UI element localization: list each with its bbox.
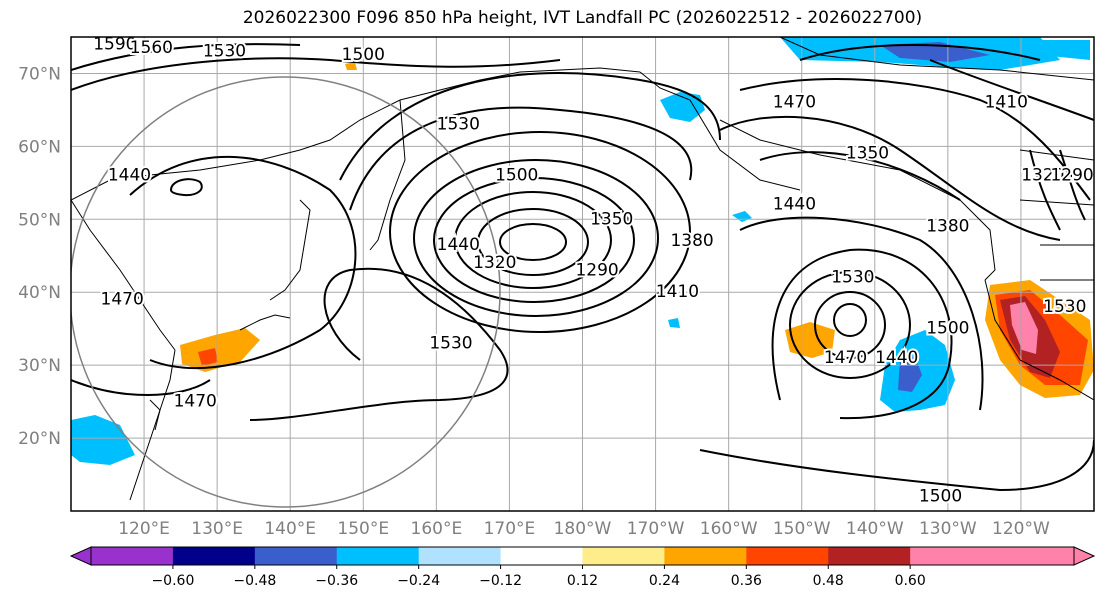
contour-label: 1470 <box>773 93 816 113</box>
colorbar-tick-label: −0.48 <box>233 573 276 589</box>
contour-label: 1290 <box>1050 166 1093 186</box>
contour-label: 1410 <box>985 93 1028 113</box>
contour-label: 1410 <box>656 282 699 302</box>
lon-axis: 120°E 130°E 140°E 150°E 160°E 170°E 180°W 170°W… <box>118 519 1050 539</box>
contour-label: 1530 <box>437 115 480 135</box>
contour-label: 1470 <box>174 392 217 412</box>
lon-tick-label: 120°E <box>118 519 170 539</box>
contour-label: 1440 <box>875 348 918 368</box>
colorbar-tick-label: −0.36 <box>315 573 358 589</box>
colorbar-bin <box>91 547 174 565</box>
contour-label: 1320 <box>1021 166 1064 186</box>
contour-label: 1440 <box>773 195 816 215</box>
colorbar-bin <box>828 547 911 565</box>
contour-label: 1380 <box>926 217 969 237</box>
lat-tick-label: 50°N <box>18 210 61 230</box>
lon-tick-label: 150°E <box>337 519 389 539</box>
contour-label: 1500 <box>919 486 962 506</box>
colorbar: −0.60 −0.48 −0.36 −0.24 −0.12 0.12 0.24 0.36 0.4… <box>69 546 1096 589</box>
colorbar-bin <box>500 547 583 565</box>
contour-label: 1350 <box>590 209 633 229</box>
contour-label: 1500 <box>495 166 538 186</box>
colorbar-min-arrow <box>69 546 92 566</box>
lon-tick-label: 120°W <box>992 519 1050 539</box>
colorbar-tick-label: −0.60 <box>151 573 194 589</box>
lat-tick-label: 70°N <box>18 64 61 84</box>
radius-circle <box>71 76 501 508</box>
contour-label: 1470 <box>101 290 144 310</box>
contour-label: 1440 <box>437 235 480 255</box>
height-contours <box>71 43 1094 492</box>
colorbar-tick-label: −0.24 <box>397 573 440 589</box>
lon-tick-label: 170°E <box>484 519 536 539</box>
colorbar-bin <box>254 547 338 565</box>
map-title: 2026022300 F096 850 hPa height, IVT Land… <box>242 8 923 28</box>
lat-tick-label: 20°N <box>18 429 61 449</box>
lon-tick-label: 130°W <box>919 519 977 539</box>
colorbar-bin <box>582 547 665 565</box>
lon-tick-label: 160°W <box>700 519 758 539</box>
contour-label: 1500 <box>342 45 385 65</box>
colorbar-tick-label: 0.12 <box>567 573 598 589</box>
contour-label: 1530 <box>831 268 874 288</box>
colorbar-bin <box>664 547 747 565</box>
colorbar-bin <box>746 547 829 565</box>
map-frame <box>70 36 1095 512</box>
contour-label: 1380 <box>670 231 713 251</box>
lon-tick-label: 130°E <box>191 519 243 539</box>
contour-label: 1590 <box>93 34 136 54</box>
lon-tick-label: 140°E <box>264 519 316 539</box>
contour-label: 1440 <box>108 166 151 186</box>
lat-tick-label: 40°N <box>18 283 61 303</box>
lat-tick-label: 30°N <box>18 356 61 376</box>
lon-tick-label: 140°W <box>846 519 904 539</box>
lon-tick-label: 150°W <box>773 519 831 539</box>
colorbar-tick-label: 0.60 <box>895 573 926 589</box>
colorbar-tick-label: 0.48 <box>813 573 844 589</box>
contour-label: 1470 <box>824 348 867 368</box>
colorbar-tick-label: −0.12 <box>479 573 522 589</box>
contour-label: 1500 <box>926 319 969 339</box>
colorbar-bin <box>992 547 1075 565</box>
lat-tick-label: 60°N <box>18 137 61 157</box>
colorbar-tick-label: 0.36 <box>731 573 762 589</box>
coastlines <box>71 37 1094 501</box>
contour-label: 1530 <box>429 333 472 353</box>
lon-tick-label: 160°E <box>411 519 463 539</box>
colorbar-tick-label: 0.24 <box>649 573 680 589</box>
colorbar-bin <box>336 547 420 565</box>
colorbar-max-arrow <box>1073 546 1096 566</box>
lon-tick-label: 170°W <box>627 519 685 539</box>
lat-axis: 70°N 60°N 50°N 40°N 30°N 20°N <box>18 64 61 449</box>
contour-label: 1530 <box>1043 297 1086 317</box>
colorbar-bin <box>418 547 502 565</box>
contour-label: 1290 <box>575 260 618 280</box>
contour-label: 1350 <box>846 144 889 164</box>
contour-label: 1530 <box>203 42 246 62</box>
colorbar-bin <box>910 547 993 565</box>
lon-tick-label: 180°W <box>554 519 612 539</box>
contour-label: 1560 <box>130 38 173 58</box>
colorbar-bin <box>172 547 256 565</box>
contour-label: 1320 <box>473 253 516 273</box>
